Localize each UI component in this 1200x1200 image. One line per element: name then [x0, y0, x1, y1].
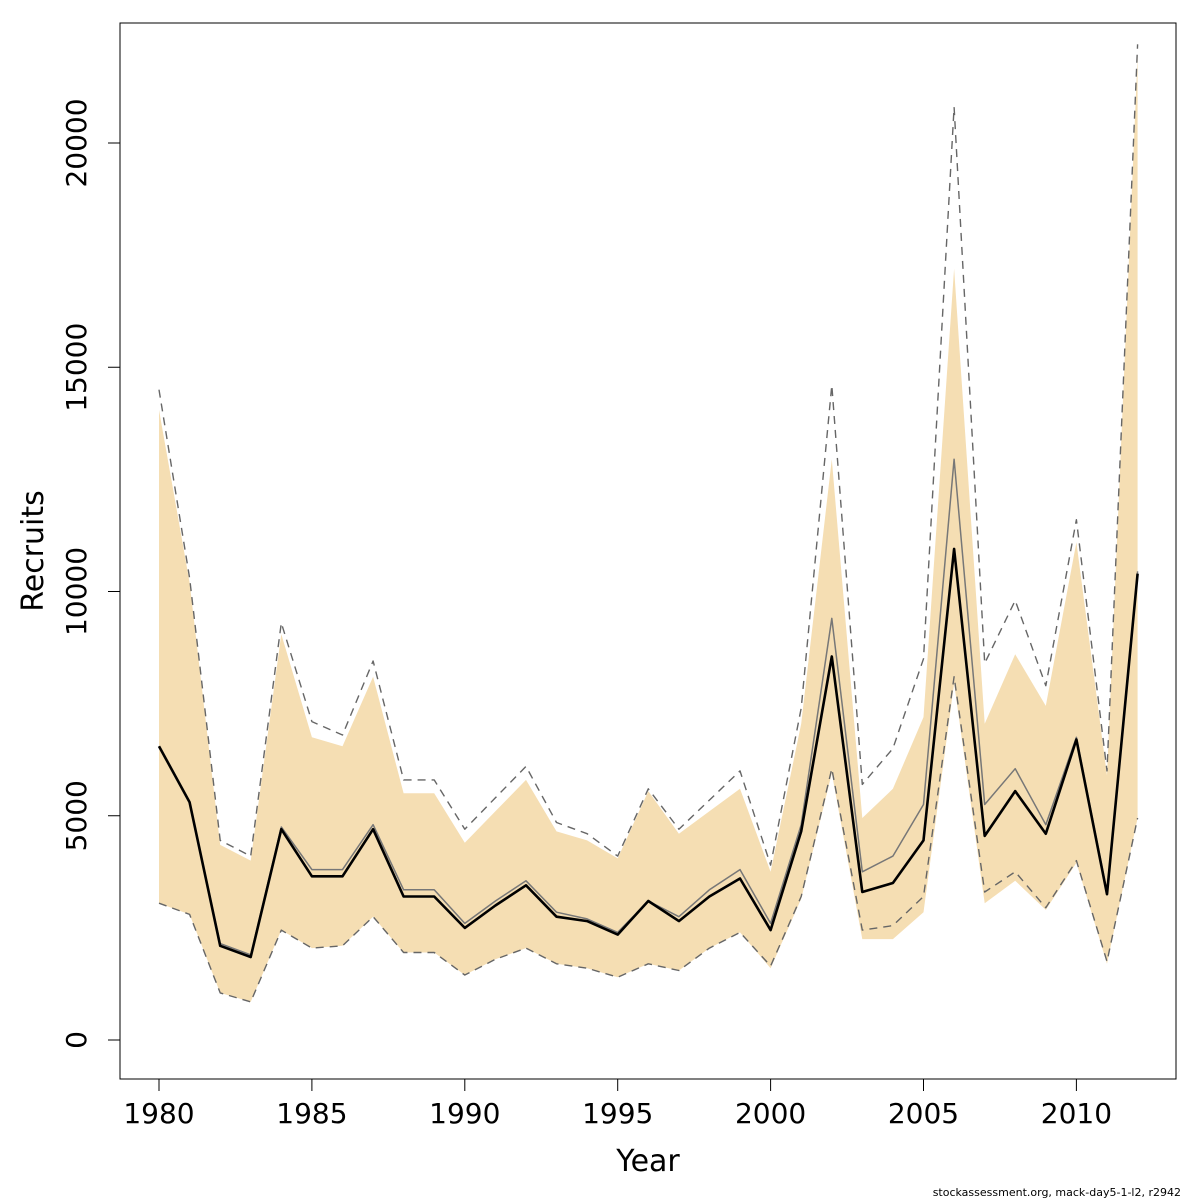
y-tick-label: 10000	[60, 547, 93, 636]
x-tick-label: 1980	[123, 1097, 194, 1130]
x-tick-label: 2000	[735, 1097, 806, 1130]
y-tick-label: 15000	[60, 323, 93, 412]
y-axis: 0 5000 10000 15000 20000	[60, 98, 121, 1049]
x-tick-label: 1995	[582, 1097, 653, 1130]
y-axis-title: Recruits	[16, 490, 51, 612]
x-tick-label: 1990	[429, 1097, 500, 1130]
y-tick-label: 20000	[60, 98, 93, 187]
series-lines-layer	[157, 44, 1139, 1003]
y-tick-label: 5000	[60, 780, 93, 851]
x-tick-label: 1985	[276, 1097, 347, 1130]
x-tick-label: 2010	[1041, 1097, 1112, 1130]
y-tick-label: 0	[60, 1031, 93, 1049]
x-axis: 1980 1985 1990 1995 2000 2005 2010	[123, 1078, 1112, 1130]
upper-bound-dashed-line	[158, 44, 1139, 866]
x-tick-label: 2005	[888, 1097, 959, 1130]
x-axis-title: Year	[615, 1144, 680, 1179]
confidence-band	[159, 55, 1138, 1002]
lower-bound-dashed-line	[158, 676, 1139, 1003]
footer-caption: stockassessment.org, mack-day5-1-l2, r29…	[933, 1186, 1181, 1199]
estimate-line	[157, 547, 1139, 959]
confidence-band-layer	[159, 55, 1138, 1002]
